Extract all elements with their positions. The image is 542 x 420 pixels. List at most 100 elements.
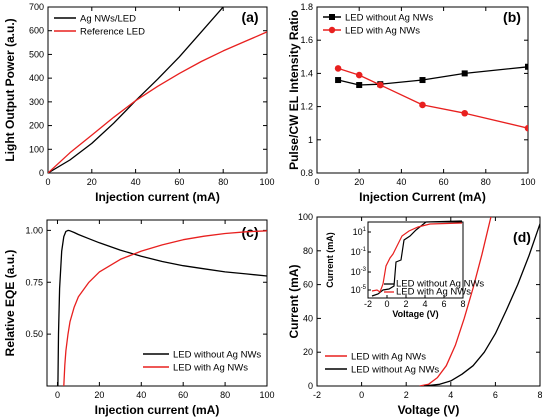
chart-panel-1: 0 20 40 60 80 100 0 100 200 300 400 500 600 700 Inject…: [3, 2, 275, 204]
x-axis-title: Voltage (V): [398, 403, 460, 417]
inset-x-tick-label: 4: [422, 299, 427, 309]
y-tick-label: 40: [303, 313, 313, 323]
series-line: [63, 230, 267, 386]
series-line: [48, 31, 267, 173]
y-axis-title: Pulse/CW EL Intensity Ratio: [287, 10, 301, 170]
plot-frame: [46, 219, 268, 387]
y-tick-label: 200: [29, 121, 44, 131]
y-tick-label: 500: [29, 49, 44, 59]
x-axis-title: Injection current (mA): [95, 190, 220, 204]
x-tick-label: 100: [259, 177, 274, 187]
data-point-square: [525, 63, 528, 70]
series-line: [337, 66, 528, 86]
y-tick-label: 0.50: [25, 329, 43, 339]
inset-x-tick-label: 6: [441, 299, 446, 309]
inset-x-axis-title: Voltage (V): [392, 309, 438, 319]
inset-series-line: [371, 220, 463, 297]
y-tick-label: 60: [303, 280, 313, 290]
inset-x-tick-label: 0: [384, 299, 389, 309]
panel-label: (a): [241, 9, 258, 25]
data-point-square: [335, 77, 342, 84]
x-axis-title: Injection Current (mA): [359, 190, 486, 204]
x-tick-label: 100: [259, 390, 274, 400]
x-tick-label: 2: [404, 390, 409, 400]
y-axis-title: Current (mA): [287, 264, 301, 338]
x-tick-label: 0: [45, 177, 50, 187]
data-point-circle: [419, 101, 426, 109]
y-tick-label: 1.2: [300, 102, 313, 112]
inset-x-tick-label: -2: [364, 299, 372, 309]
y-tick-label: 100: [298, 212, 313, 222]
y-tick-label: 1: [308, 135, 313, 145]
x-tick-label: 20: [94, 390, 104, 400]
y-tick-label: 1.6: [300, 35, 313, 45]
legend-label: LED with Ag NWs: [345, 26, 420, 37]
y-tick-label: 1.00: [25, 225, 43, 235]
y-tick-label: 0.8: [300, 168, 313, 178]
series-line: [337, 67, 528, 129]
plot-frame: [316, 6, 529, 174]
y-tick-label: 400: [29, 73, 44, 83]
inset-legend-label: LED with Ag NWs: [396, 287, 471, 298]
inset-y-tick-label: 10-1: [351, 247, 367, 257]
y-tick-label: 20: [303, 347, 313, 357]
inset-x-tick-label: 2: [403, 299, 408, 309]
legend-label: LED with Ag NWs: [173, 363, 248, 374]
series-line: [57, 229, 267, 386]
y-axis-title: Relative EQE (a.u.): [3, 250, 17, 357]
legend-label: LED with Ag NWs: [351, 352, 426, 363]
x-tick-label: 4: [448, 390, 453, 400]
y-tick-label: 700: [29, 2, 44, 12]
x-tick-label: 0: [359, 390, 364, 400]
legend: LED without Ag NWs LED with Ag NWs: [323, 13, 433, 37]
legend: LED without Ag NWs LED with Ag NWs: [143, 350, 261, 374]
y-tick-label: 0: [39, 168, 44, 178]
plot-frame: [47, 6, 268, 174]
y-tick-label: 80: [303, 246, 313, 256]
x-tick-label: -2: [313, 390, 321, 400]
series-group: [48, 7, 267, 173]
legend: LED with Ag NWs LED without Ag NWs: [325, 352, 439, 376]
x-tick-label: 80: [220, 390, 230, 400]
y-axis-title: Light Output Power (a.u.): [3, 18, 17, 161]
panel-label: (b): [503, 9, 521, 25]
y-tick-label: 1.8: [300, 2, 313, 12]
x-tick-label: 60: [174, 177, 184, 187]
legend-marker: [328, 26, 336, 34]
legend: Ag NWs/LED Reference LED: [54, 14, 145, 38]
x-tick-label: 80: [218, 177, 228, 187]
legend-label: LED without Ag NWs: [345, 13, 433, 24]
data-point-circle: [334, 65, 342, 72]
inset-y-tick-label: 101: [353, 227, 367, 237]
inset-series-line: [371, 222, 463, 293]
y-tick-label: 600: [29, 26, 44, 36]
inset-y-axis-title: Current (mA): [325, 232, 335, 288]
legend-label: Reference LED: [80, 27, 145, 38]
x-tick-label: 60: [178, 390, 188, 400]
series-line: [423, 223, 540, 386]
inset-frame: [367, 221, 464, 299]
inset-chart: -2 0 2 4 6 8 101 10-1 10-3 10-5 Voltage (V) Current…: [325, 220, 484, 319]
y-tick-label: 100: [29, 144, 44, 154]
x-tick-label: 40: [396, 177, 406, 187]
x-tick-label: 60: [439, 177, 449, 187]
data-point-circle: [461, 109, 469, 117]
data-point-square: [461, 70, 468, 77]
x-tick-label: 20: [87, 177, 97, 187]
panel-label: (d): [513, 229, 531, 245]
data-point-square: [356, 82, 363, 89]
inset-y-tick-label: 10-3: [351, 267, 367, 277]
legend-label: LED without Ag NWs: [173, 350, 261, 361]
chart-panel-2: 0 20 40 60 80 100 0.8 1 1.2 1.4 1.6 1.8 Injection Cu…: [287, 2, 536, 204]
series-line: [419, 217, 492, 386]
series-group: [334, 63, 528, 132]
series-group: [57, 229, 267, 386]
x-tick-label: 80: [481, 177, 491, 187]
data-point-circle: [524, 124, 528, 132]
x-tick-label: 0: [55, 390, 60, 400]
y-tick-label: 0.75: [25, 277, 43, 287]
x-axis-title: Injection current (mA): [95, 403, 220, 417]
x-tick-label: 40: [131, 177, 141, 187]
